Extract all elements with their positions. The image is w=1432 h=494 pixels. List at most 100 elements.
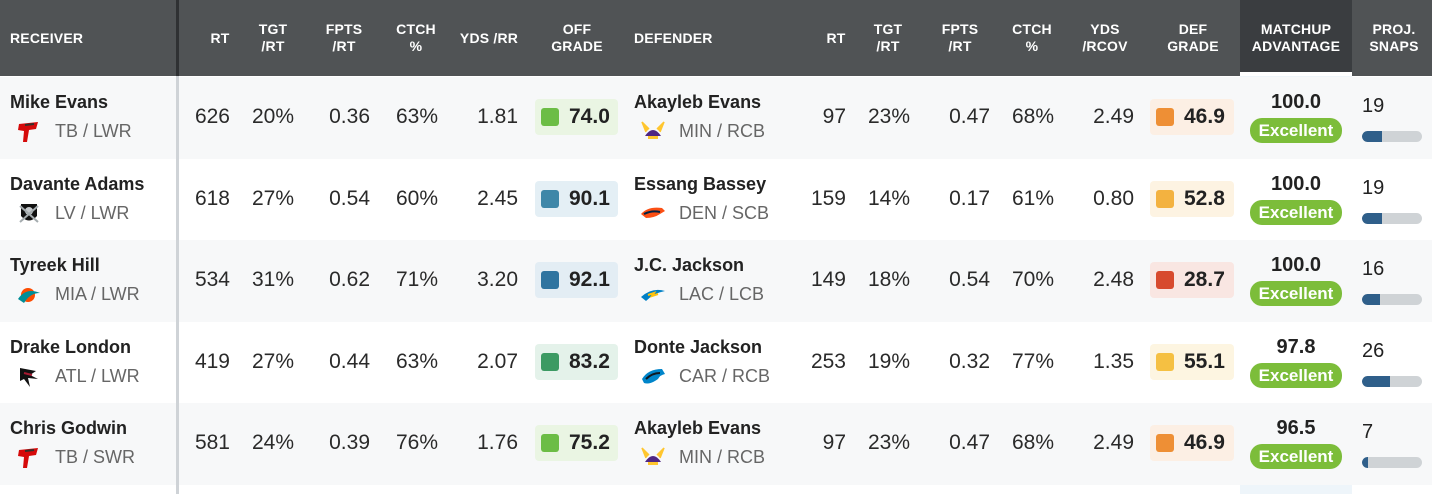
cell-d-tgt-rt: 18% (867, 268, 910, 291)
column-divider (176, 0, 179, 494)
cell-d-yds: 0.80 (1093, 186, 1134, 210)
header-label: RT (826, 29, 846, 46)
header-ctch[interactable]: CTCH% (392, 0, 440, 76)
header-d-rt[interactable]: RT (814, 0, 858, 76)
def-grade-chip: 46.9 (1150, 99, 1234, 135)
matchup-badge: Excellent (1250, 362, 1342, 388)
header-fpts-rt[interactable]: FPTS/RT (318, 0, 370, 76)
header-label: /RT (948, 38, 972, 54)
header-d-fpts-rt[interactable]: FPTS/RT (932, 0, 988, 76)
receiver-name[interactable]: Mike Evans (10, 92, 109, 112)
projected-snaps-bar (1362, 457, 1422, 468)
header-label: YDS /RR (459, 29, 519, 46)
defender-team-position: CAR / RCB (679, 365, 771, 386)
cell-rt: 419 (194, 349, 230, 373)
def-grade-value: 52.8 (1184, 186, 1225, 210)
receiver-name[interactable]: Tyreek Hill (10, 255, 100, 275)
def-grade-value: 55.1 (1184, 349, 1225, 373)
cell-d-tgt-rt: 23% (867, 431, 910, 454)
cell-d-yds: 1.35 (1093, 349, 1134, 373)
cell-fpts-rt: 0.62 (329, 268, 370, 291)
column-divider-header (176, 0, 179, 76)
header-def-grade[interactable]: DEF GRADE (1158, 0, 1228, 76)
header-label: RT (210, 29, 230, 46)
grade-color-square (1156, 271, 1174, 289)
header-yds-rr[interactable]: YDS /RR (452, 0, 526, 76)
header-label: ADVANTAGE (1251, 38, 1341, 54)
def-grade-chip: 52.8 (1150, 180, 1234, 217)
receiver-name[interactable]: Davante Adams (10, 173, 145, 194)
cell-d-ctch: 68% (1011, 431, 1054, 454)
off-grade-value: 83.2 (569, 349, 610, 373)
def-grade-value: 46.9 (1184, 431, 1225, 454)
off-grade-chip: 90.1 (535, 180, 618, 217)
defender-name[interactable]: Donte Jackson (634, 336, 763, 357)
header-label: SNAPS (1369, 38, 1419, 54)
matchup-badge: Excellent (1250, 118, 1342, 143)
header-d-tgt-rt[interactable]: TGT/RT (864, 0, 912, 76)
cell-ctch: 63% (395, 349, 438, 373)
cell-d-tgt-rt: 14% (867, 186, 910, 210)
defender-team-position: DEN / SCB (679, 202, 770, 223)
receiver-team-position: MIA / LWR (55, 284, 140, 304)
defender-name[interactable]: Akayleb Evans (634, 92, 762, 112)
cell-d-tgt-rt: 23% (867, 105, 910, 128)
header-label: TGT (258, 21, 288, 37)
table-row[interactable]: Drake London ATL / LWR 419 27% 0.44 63% 2.07 25… (0, 321, 1432, 404)
def-grade-chip: 28.7 (1150, 262, 1234, 298)
matchup-advantage-value: 100.0 (1270, 254, 1322, 276)
receiver-name[interactable]: Drake London (10, 336, 132, 357)
cell-tgt-rt: 27% (251, 349, 294, 373)
defender-name[interactable]: Essang Bassey (634, 173, 767, 194)
matchup-badge: Excellent (1250, 444, 1342, 469)
receiver-team-position: ATL / LWR (55, 365, 140, 386)
cell-ctch: 76% (395, 431, 438, 454)
cell-rt: 534 (194, 268, 230, 291)
header-label: CTCH (1012, 21, 1052, 37)
table-row[interactable]: Chris Godwin TB / SWR 581 24% 0.39 76% 1.76 97 2… (0, 403, 1432, 485)
header-receiver[interactable]: RECEIVER (10, 0, 170, 76)
cell-yds-rr: 1.81 (477, 105, 518, 128)
receiver-name[interactable]: Chris Godwin (10, 418, 127, 438)
grade-color-square (541, 271, 559, 289)
header-d-ctch[interactable]: CTCH% (1008, 0, 1056, 76)
projected-snaps-bar (1362, 131, 1422, 142)
cell-yds-rr: 1.76 (477, 431, 518, 454)
cell-d-rt: 97 (822, 431, 846, 454)
projected-snaps-bar-fill (1362, 212, 1382, 224)
off-grade-chip: 74.0 (535, 99, 618, 135)
cell-d-rt: 149 (810, 268, 846, 291)
defender-name[interactable]: J.C. Jackson (634, 255, 745, 275)
header-snaps[interactable]: PROJ. SNAPS (1356, 0, 1432, 76)
header-matchup[interactable]: MATCHUP ADVANTAGE (1240, 0, 1352, 76)
grade-color-square (541, 434, 559, 452)
matchup-advantage-value: 96.5 (1276, 417, 1316, 439)
table-row[interactable]: Tyreek Hill MIA / LWR 534 31% 0.62 71% 3.20 149… (0, 240, 1432, 322)
cell-d-rt: 97 (822, 105, 846, 128)
cell-d-rt: 159 (810, 186, 846, 210)
table-row[interactable]: Mike Evans TB / LWR 626 20% 0.36 63% 1.81 97 23%… (0, 77, 1432, 159)
cell-d-fpts-rt: 0.32 (949, 349, 990, 373)
table-row[interactable]: Davante Adams LV / LWR 618 27% 0.54 60% 2.45 15… (0, 158, 1432, 241)
header-d-yds[interactable]: YDS/RCOV (1070, 0, 1140, 76)
matchup-badge: Excellent (1250, 281, 1342, 306)
def-grade-chip: 55.1 (1150, 343, 1234, 380)
grade-color-square (541, 189, 559, 208)
cell-d-fpts-rt: 0.54 (949, 268, 990, 291)
defender-name[interactable]: Akayleb Evans (634, 418, 762, 438)
header-defender[interactable]: DEFENDER (634, 0, 794, 76)
off-grade-chip: 83.2 (535, 343, 618, 380)
defender-team-position: MIN / RCB (679, 121, 766, 141)
cell-yds-rr: 2.45 (477, 186, 518, 210)
header-off-grade[interactable]: OFF GRADE (540, 0, 614, 76)
chargers-logo-icon (640, 283, 666, 307)
header-label: PROJ. (1372, 21, 1416, 37)
cell-fpts-rt: 0.44 (329, 349, 370, 373)
grade-color-square (1156, 352, 1174, 371)
header-tgt-rt[interactable]: TGT/RT (250, 0, 296, 76)
header-rt[interactable]: RT (196, 0, 244, 76)
grade-color-square (541, 352, 559, 371)
table-header: RECEIVER RT TGT/RT FPTS/RT CTCH% YDS /RR OFF GR… (0, 0, 1432, 76)
grade-color-square (1156, 189, 1174, 208)
grade-color-square (541, 108, 559, 126)
